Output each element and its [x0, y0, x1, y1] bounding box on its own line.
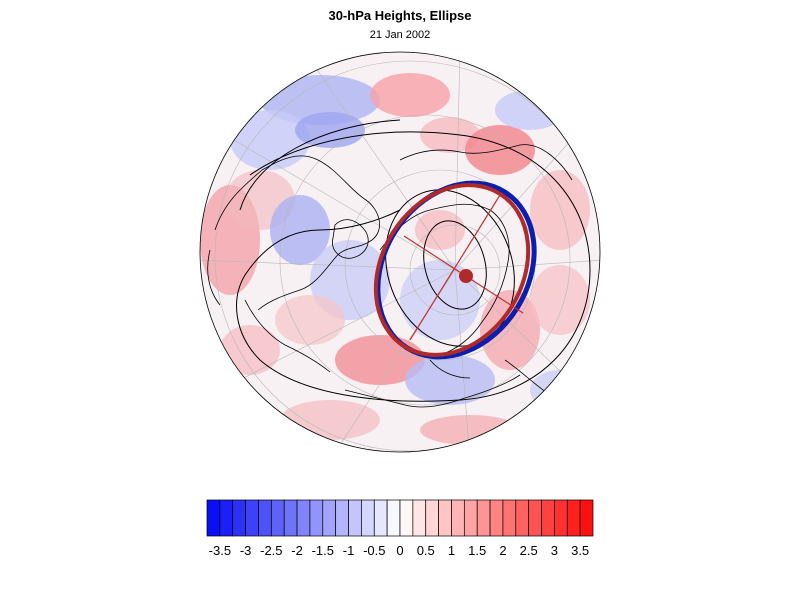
colorbar-tick-label: 0.5: [417, 543, 435, 558]
chart-subtitle: 21 Jan 2002: [369, 29, 431, 41]
colorbar-swatch: [206, 499, 221, 537]
colorbar-swatch: [219, 499, 234, 537]
colorbar-swatch: [515, 499, 530, 537]
colorbar-swatch: [528, 499, 542, 537]
colorbar-swatch: [541, 499, 555, 537]
colorbar-tick-label: 0: [396, 543, 403, 558]
colorbar-swatch: [283, 499, 298, 537]
colorbar-swatch: [270, 499, 285, 537]
anomaly-field: [200, 73, 590, 445]
colorbar-swatch: [309, 499, 324, 537]
colorbar-tick-label: -1.5: [312, 543, 334, 558]
colorbar-swatch: [566, 499, 581, 537]
colorbar-swatch: [335, 499, 349, 537]
colorbar-tick-label: -3: [240, 543, 252, 558]
colorbar-tick-label: -3.5: [209, 543, 231, 558]
colorbar-tick-label: 2: [499, 543, 506, 558]
colorbar-swatch: [373, 499, 388, 537]
colorbar-tick-label: 1.5: [468, 543, 486, 558]
colorbar-swatch: [502, 499, 517, 537]
colorbar-swatch: [438, 499, 452, 537]
ellipse-red: [373, 183, 531, 357]
colorbar-swatch: [348, 499, 362, 537]
vortex-ellipses: [373, 180, 537, 360]
colorbar-swatch: [232, 499, 246, 537]
colorbar-swatch: [412, 499, 427, 537]
colorbar-tick-label: -2: [291, 543, 303, 558]
colorbar-swatch: [489, 499, 504, 537]
graticule: [200, 52, 600, 452]
colorbar-swatch: [386, 499, 401, 537]
colorbar-tick-label: -2.5: [260, 543, 282, 558]
colorbar-tick-label: 1: [448, 543, 455, 558]
colorbar-swatch: [425, 499, 439, 537]
colorbar-swatch: [476, 499, 491, 537]
colorbar-swatch: [554, 499, 568, 537]
colorbar-swatch: [399, 499, 414, 537]
colorbar-swatch: [296, 499, 311, 537]
colorbar-tick-label: 3: [551, 543, 558, 558]
colorbar-swatch: [361, 499, 375, 537]
colorbar-labels: -3.5 -3 -2.5 -2 -1.5 -1 -0.5 0 0.5 1 1.5 2 2.5 3 3.5: [209, 543, 590, 558]
colorbar-tick-label: -0.5: [363, 543, 385, 558]
colorbar-tick-label: 3.5: [571, 543, 589, 558]
map-outline: [199, 51, 601, 453]
colorbar-swatch: [451, 499, 465, 537]
chart-title: 30-hPa Heights, Ellipse: [328, 8, 472, 23]
colorbar-swatch: [322, 499, 337, 537]
colorbar-swatch: [463, 499, 478, 537]
colorbar-swatch: [258, 499, 272, 537]
colorbar-swatch: [245, 499, 259, 537]
coastlines: [207, 144, 573, 408]
colorbar: [206, 499, 594, 537]
vortex-centroid: [459, 269, 473, 283]
colorbar-tick-label: 2.5: [520, 543, 538, 558]
colorbar-swatch: [579, 499, 594, 537]
colorbar-tick-label: -1: [343, 543, 355, 558]
